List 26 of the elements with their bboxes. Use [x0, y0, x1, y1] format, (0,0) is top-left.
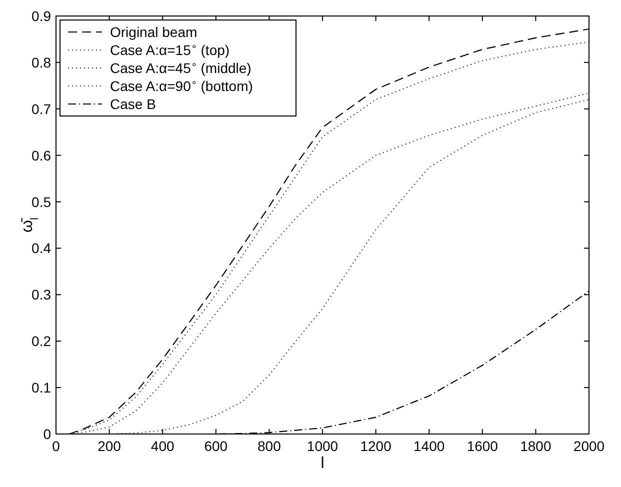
y-tick-label: 0.6: [32, 147, 52, 164]
y-tick-label: 0.3: [32, 286, 52, 303]
x-tick-label: 1200: [360, 438, 392, 454]
x-tick-label: 1400: [414, 438, 445, 454]
y-tick-label: 0.2: [32, 333, 52, 350]
y-tick-label: 0.1: [32, 380, 52, 396]
legend-label: Case A:α=15$^{∘}$ (top): [110, 42, 230, 58]
x-axis-title: l: [320, 455, 324, 472]
x-tick-label: 400: [150, 438, 174, 454]
legend-label: Original beam: [110, 24, 198, 40]
y-tick-label: 0.7: [32, 100, 52, 117]
x-tick-label: 1800: [520, 438, 552, 454]
legend-label: Case B: [110, 96, 156, 112]
x-tick-label: 1600: [466, 438, 498, 454]
x-tick-label: 200: [98, 438, 122, 454]
x-tick-label: 600: [204, 438, 228, 454]
x-tick-label: 2000: [573, 438, 605, 454]
y-tick-label: 0.5: [32, 194, 52, 210]
legend-label: Case A:α=45$^{∘}$ (middle): [110, 60, 252, 76]
y-tick-label: 0: [43, 426, 52, 442]
x-tick-label: 1000: [306, 438, 338, 454]
legend-label: Case A:α=90$^{∘}$ (bottom): [110, 78, 253, 94]
y-tick-label: 0.4: [32, 240, 52, 256]
y-tick-label: 0.8: [32, 54, 52, 70]
y-tick-label: 0.9: [32, 8, 52, 24]
x-tick-label: 800: [258, 438, 282, 454]
